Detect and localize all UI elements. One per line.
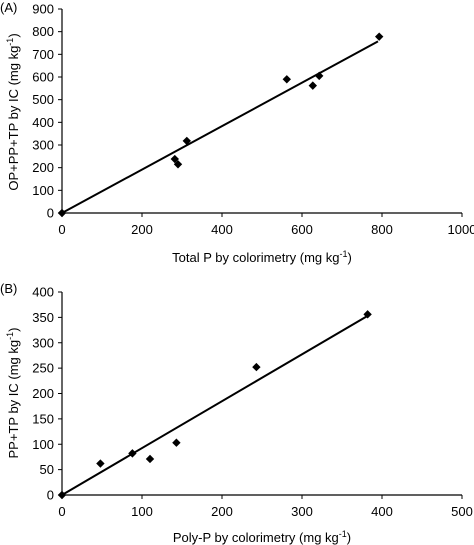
panel-a-y-tick-label: 500 [32, 92, 54, 107]
panel-b-data-point [145, 454, 155, 464]
panel-a-y-tick-label: 300 [32, 138, 54, 153]
panel-a-x-tick-label: 200 [131, 222, 153, 237]
panel-a-x-tick-label: 600 [291, 222, 313, 237]
panel-b-y-axis-title: PP+TP by IC (mg kg-1) [5, 328, 21, 459]
panel-b-y-tick-label: 400 [32, 285, 54, 300]
panel-a-regression-line [61, 40, 379, 214]
panel-b-data-point [363, 310, 372, 319]
panel-b-data-point [128, 449, 137, 458]
panel-a-y-tick-label: 700 [32, 47, 54, 62]
panel-b-data-point [172, 438, 181, 447]
panel-a-data-point [173, 160, 183, 169]
panel-b: (B) PP+TP by IC (mg kg-1) Poly-P by colo… [0, 281, 473, 545]
panel-b-x-tick-label: 300 [291, 504, 313, 519]
panel-b-x-tick-label: 500 [451, 504, 473, 519]
panel-a-tag: (A) [0, 0, 17, 15]
panel-b-y-tick-label: 100 [32, 437, 54, 452]
panel-a-data-point [57, 208, 67, 218]
panel-a-y-tick-label: 800 [32, 24, 54, 39]
panel-b-x-tick-label: 200 [211, 504, 233, 519]
panel-b-y-tick-label: 0 [47, 488, 54, 503]
panel-a-y-tick-label: 0 [47, 206, 54, 221]
panel-a-x-tick-label: 1000 [448, 222, 474, 237]
panel-b-y-tick-label: 200 [32, 386, 54, 401]
panel-b-x-tick-label: 100 [131, 504, 153, 519]
panel-a-y-tick-label: 200 [32, 160, 54, 175]
panel-a-data-point [170, 154, 179, 164]
panel-a-x-tick-label: 0 [58, 222, 65, 237]
panel-a-y-tick-label: 400 [32, 115, 54, 130]
panel-a-data-point [182, 136, 191, 146]
panel-a-data-point [375, 32, 384, 41]
panel-a-y-tick-label: 900 [32, 2, 54, 17]
panel-b-y-tick-label: 250 [32, 361, 54, 376]
panel-b-regression-line [61, 314, 369, 496]
panel-b-y-tick-label: 350 [32, 310, 54, 325]
panel-a-data-point [282, 75, 291, 84]
panel-a-y-axis-title: OP+PP+TP by IC (mg kg-1) [5, 33, 21, 190]
panel-b-x-tick-label: 0 [58, 504, 65, 519]
panel-b-x-axis-title: Poly-P by colorimetry (mg kg-1) [173, 529, 351, 545]
panel-a: (A) OP+PP+TP by IC (mg kg-1) Total P by … [0, 0, 474, 265]
panel-a-data-point [315, 71, 324, 81]
panel-a-y-tick-label: 600 [32, 70, 54, 85]
panel-a-x-axis-title: Total P by colorimetry (mg kg-1) [172, 249, 352, 265]
panel-b-y-tick-label: 150 [32, 411, 54, 426]
panel-a-x-tick-label: 800 [371, 222, 393, 237]
panel-b-data-point [252, 362, 261, 372]
panel-b-data-point [96, 459, 105, 468]
panel-b-y-tick-label: 50 [40, 462, 54, 477]
panel-b-y-tick-label: 300 [32, 335, 54, 350]
panel-b-data-point [57, 490, 67, 500]
panel-a-y-tick-label: 100 [32, 183, 54, 198]
panel-a-data-point [308, 81, 317, 90]
panel-a-x-tick-label: 400 [211, 222, 233, 237]
panel-b-x-tick-label: 400 [371, 504, 393, 519]
panel-b-tag: (B) [0, 281, 17, 296]
